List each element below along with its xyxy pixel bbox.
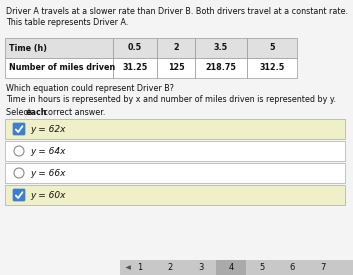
Text: each: each bbox=[26, 108, 48, 117]
Text: 1: 1 bbox=[137, 263, 143, 272]
Text: correct answer.: correct answer. bbox=[41, 108, 106, 117]
Bar bbox=[125, 260, 155, 275]
Bar bbox=[155, 260, 186, 275]
Text: 5: 5 bbox=[269, 43, 275, 53]
Text: Driver A travels at a slower rate than Driver B. Both drivers travel at a consta: Driver A travels at a slower rate than D… bbox=[6, 7, 348, 16]
Bar bbox=[247, 38, 297, 58]
Bar bbox=[195, 58, 247, 78]
Text: 7: 7 bbox=[320, 263, 325, 272]
Text: y = 64x: y = 64x bbox=[30, 147, 66, 155]
Text: This table represents Driver A.: This table represents Driver A. bbox=[6, 18, 128, 27]
Text: 218.75: 218.75 bbox=[205, 64, 237, 73]
Bar bbox=[5, 163, 345, 183]
FancyBboxPatch shape bbox=[13, 189, 25, 201]
Bar bbox=[157, 38, 195, 58]
Text: 6: 6 bbox=[289, 263, 295, 272]
Text: 2: 2 bbox=[168, 263, 173, 272]
Text: y = 62x: y = 62x bbox=[30, 125, 66, 133]
Text: y = 60x: y = 60x bbox=[30, 191, 66, 199]
Text: Select: Select bbox=[6, 108, 34, 117]
Bar bbox=[5, 119, 345, 139]
Text: 125: 125 bbox=[168, 64, 184, 73]
Bar bbox=[195, 38, 247, 58]
Bar bbox=[247, 58, 297, 78]
Circle shape bbox=[14, 168, 24, 178]
Bar bbox=[120, 260, 353, 275]
Text: 0.5: 0.5 bbox=[128, 43, 142, 53]
Circle shape bbox=[14, 146, 24, 156]
Text: Time (h): Time (h) bbox=[9, 43, 47, 53]
Bar bbox=[216, 260, 246, 275]
Text: y = 66x: y = 66x bbox=[30, 169, 66, 177]
Bar bbox=[307, 260, 338, 275]
Text: Number of miles driven: Number of miles driven bbox=[9, 64, 115, 73]
Bar bbox=[5, 58, 113, 78]
Bar bbox=[113, 58, 157, 78]
Bar bbox=[246, 260, 277, 275]
Text: 312.5: 312.5 bbox=[259, 64, 285, 73]
Bar bbox=[277, 260, 307, 275]
Text: 5: 5 bbox=[259, 263, 264, 272]
Text: Time in hours is represented by x and number of miles driven is represented by y: Time in hours is represented by x and nu… bbox=[6, 95, 336, 104]
Text: 3: 3 bbox=[198, 263, 204, 272]
Bar bbox=[5, 141, 345, 161]
Text: 2: 2 bbox=[173, 43, 179, 53]
FancyBboxPatch shape bbox=[13, 123, 25, 135]
Bar bbox=[157, 58, 195, 78]
Text: Which equation could represent Driver B?: Which equation could represent Driver B? bbox=[6, 84, 174, 93]
Bar bbox=[186, 260, 216, 275]
Text: 3.5: 3.5 bbox=[214, 43, 228, 53]
Text: 31.25: 31.25 bbox=[122, 64, 148, 73]
Bar bbox=[5, 38, 113, 58]
Text: 4: 4 bbox=[229, 263, 234, 272]
Bar bbox=[113, 38, 157, 58]
Bar bbox=[5, 185, 345, 205]
